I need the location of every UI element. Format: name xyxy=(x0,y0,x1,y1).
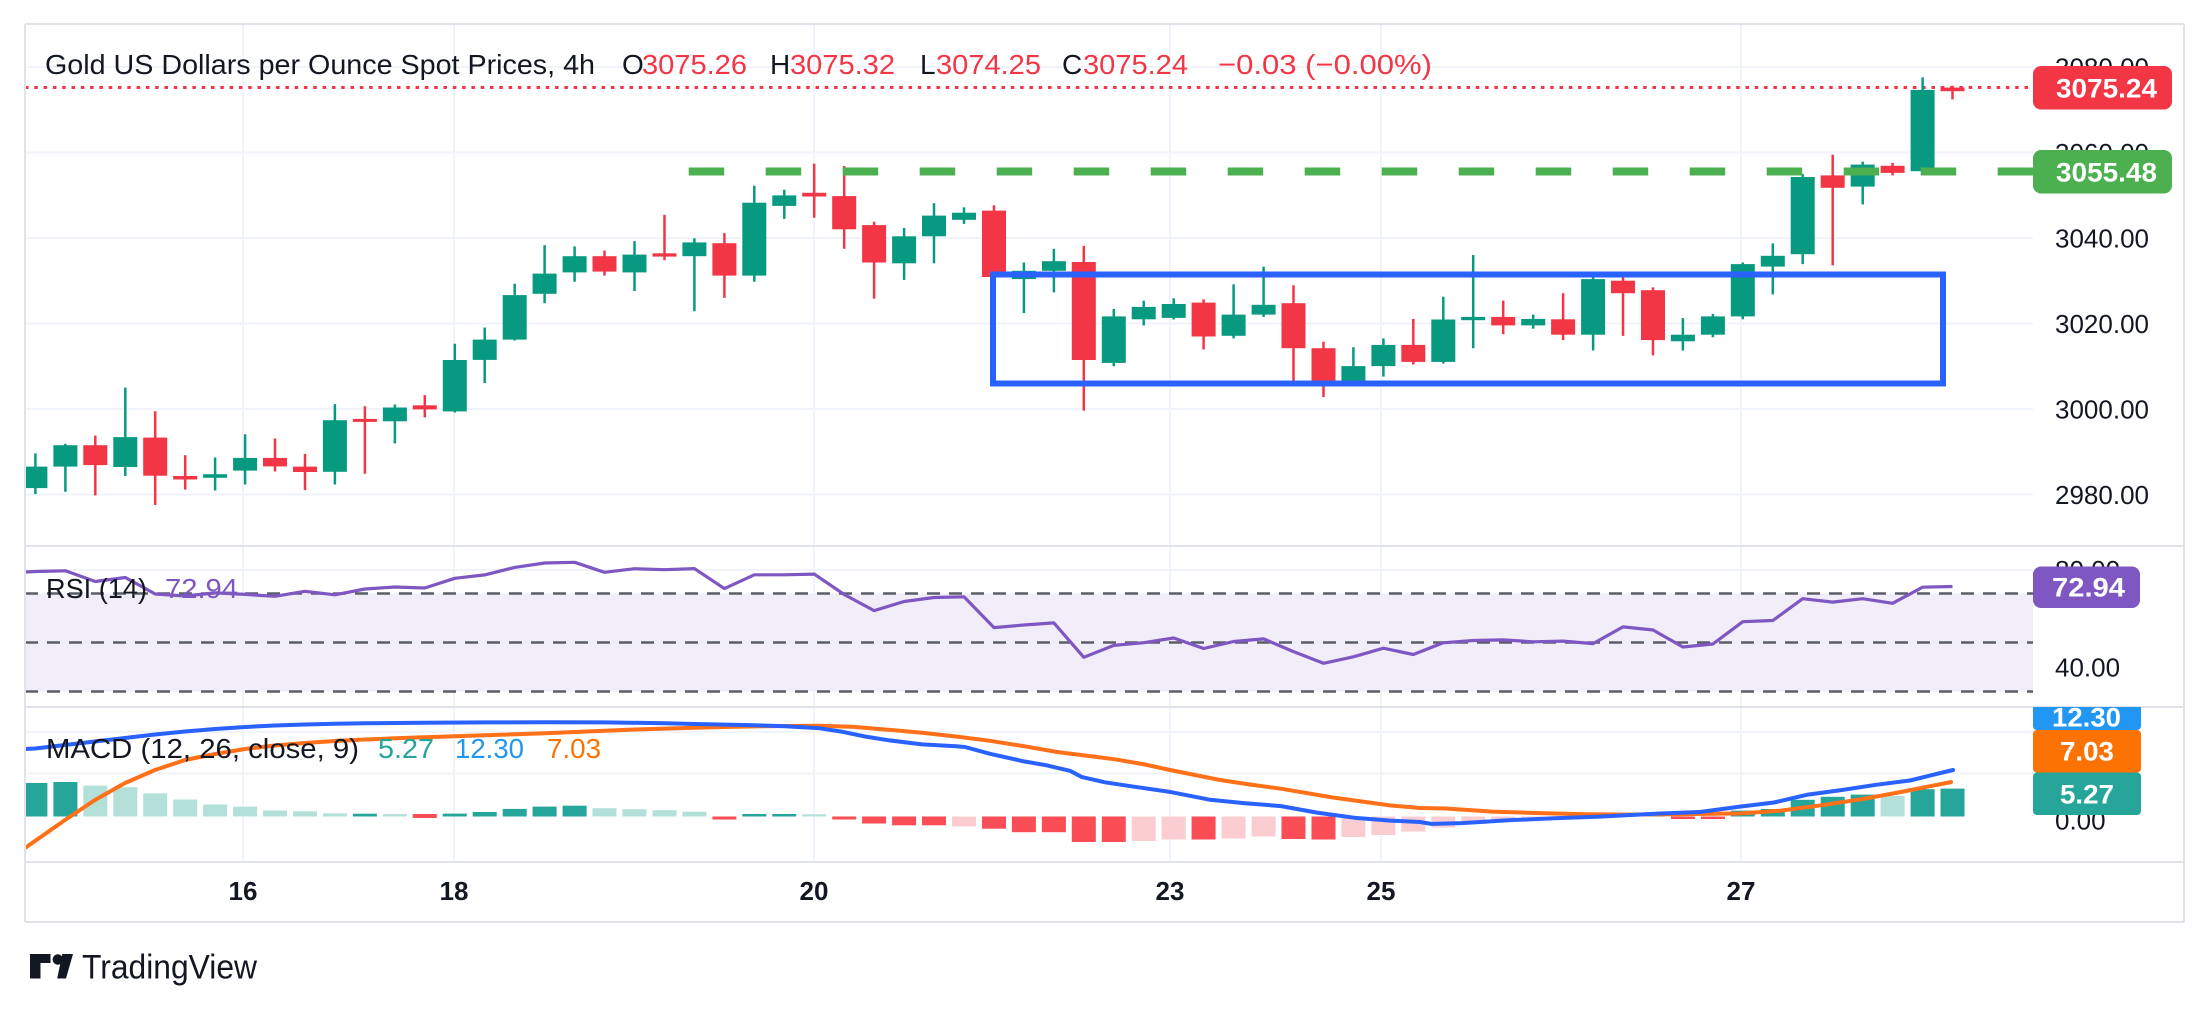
svg-text:Gold US Dollars per Ounce Spot: Gold US Dollars per Ounce Spot Prices, 4… xyxy=(45,49,1432,80)
svg-text:7.03: 7.03 xyxy=(2060,737,2114,767)
svg-text:16: 16 xyxy=(229,876,258,906)
svg-text:5.27: 5.27 xyxy=(2060,780,2114,810)
svg-text:12.30: 12.30 xyxy=(2052,703,2121,733)
svg-text:3020.00: 3020.00 xyxy=(2055,309,2149,339)
svg-text:TradingView: TradingView xyxy=(82,949,257,987)
svg-text:3000.00: 3000.00 xyxy=(2055,395,2149,425)
svg-text:3040.00: 3040.00 xyxy=(2055,224,2149,254)
svg-text:23: 23 xyxy=(1156,876,1185,906)
svg-text:20: 20 xyxy=(800,876,829,906)
svg-text:40.00: 40.00 xyxy=(2055,653,2120,683)
svg-text:27: 27 xyxy=(1727,876,1756,906)
svg-text:3055.48: 3055.48 xyxy=(2056,158,2157,188)
svg-text:72.94: 72.94 xyxy=(2052,573,2125,603)
svg-text:RSI (14)72.94: RSI (14) 72.94 xyxy=(46,573,238,604)
svg-text:25: 25 xyxy=(1367,876,1396,906)
svg-text:3075.24: 3075.24 xyxy=(2056,74,2157,104)
svg-text:2980.00: 2980.00 xyxy=(2055,480,2149,510)
svg-text:18: 18 xyxy=(440,876,469,906)
